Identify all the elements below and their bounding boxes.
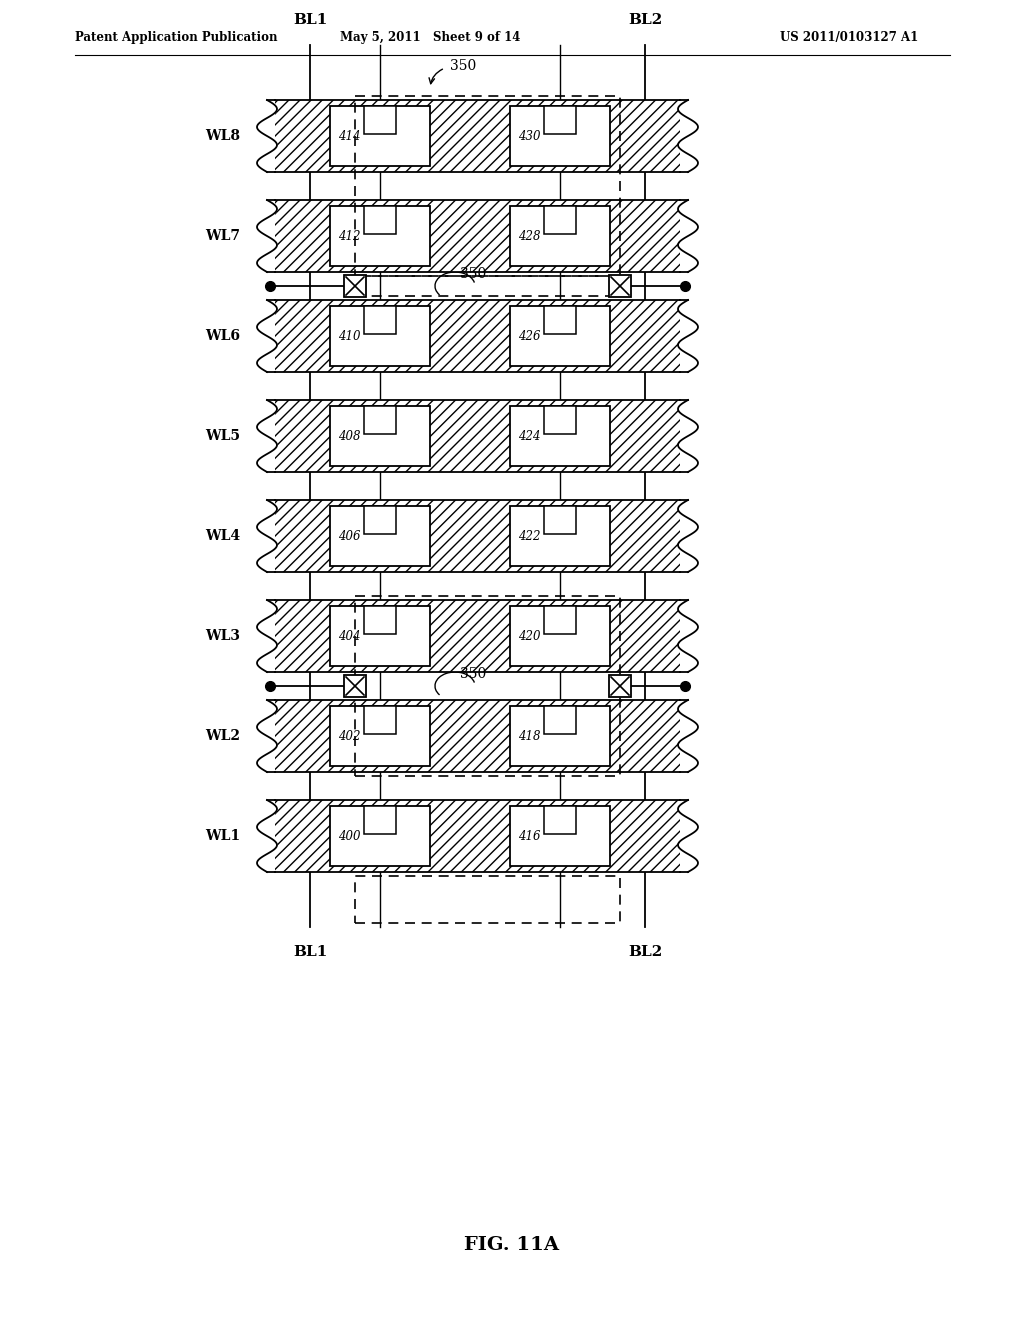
Text: 424: 424 — [518, 429, 541, 442]
Text: May 5, 2011   Sheet 9 of 14: May 5, 2011 Sheet 9 of 14 — [340, 30, 520, 44]
Bar — [330, 106, 430, 166]
Text: 430: 430 — [518, 129, 541, 143]
Text: 410: 410 — [338, 330, 360, 342]
Text: FIG. 11A: FIG. 11A — [465, 1236, 559, 1254]
Text: 350: 350 — [460, 267, 486, 281]
Text: WL8: WL8 — [205, 129, 240, 143]
Bar — [344, 275, 366, 297]
Bar — [510, 606, 610, 667]
Text: WL4: WL4 — [205, 529, 240, 543]
Bar — [364, 106, 396, 135]
Bar — [275, 500, 680, 572]
Text: WL3: WL3 — [205, 630, 240, 643]
Text: 350: 350 — [450, 59, 476, 73]
Bar — [275, 400, 680, 473]
Bar — [275, 601, 680, 672]
Bar — [330, 306, 430, 366]
Text: 350: 350 — [460, 667, 486, 681]
Bar — [544, 706, 575, 734]
Text: 402: 402 — [338, 730, 360, 742]
Text: BL1: BL1 — [293, 13, 328, 26]
Text: 414: 414 — [338, 129, 360, 143]
Bar — [510, 706, 610, 766]
Bar — [330, 807, 430, 866]
Bar — [275, 100, 680, 172]
Bar — [609, 675, 631, 697]
Bar — [544, 807, 575, 834]
Bar — [544, 606, 575, 634]
Text: BL2: BL2 — [628, 13, 663, 26]
Bar — [364, 407, 396, 434]
Text: 422: 422 — [518, 529, 541, 543]
Bar — [510, 206, 610, 267]
Bar — [544, 306, 575, 334]
Bar — [344, 675, 366, 697]
Text: WL7: WL7 — [205, 228, 240, 243]
Text: 416: 416 — [518, 829, 541, 842]
Text: 418: 418 — [518, 730, 541, 742]
Bar — [510, 306, 610, 366]
Text: 406: 406 — [338, 529, 360, 543]
Bar — [510, 506, 610, 566]
Bar — [510, 407, 610, 466]
Text: 408: 408 — [338, 429, 360, 442]
Bar — [275, 201, 680, 272]
Bar — [364, 306, 396, 334]
Bar — [275, 700, 680, 772]
Bar — [544, 506, 575, 535]
Bar — [330, 206, 430, 267]
Text: BL1: BL1 — [293, 945, 328, 960]
Bar — [609, 275, 631, 297]
Bar — [364, 606, 396, 634]
Bar — [275, 800, 680, 873]
Text: 428: 428 — [518, 230, 541, 243]
Bar — [364, 506, 396, 535]
Bar — [330, 606, 430, 667]
Bar — [544, 106, 575, 135]
Text: WL6: WL6 — [205, 329, 240, 343]
Text: 426: 426 — [518, 330, 541, 342]
Text: 400: 400 — [338, 829, 360, 842]
Bar — [544, 206, 575, 234]
Text: 420: 420 — [518, 630, 541, 643]
Text: WL2: WL2 — [205, 729, 240, 743]
Text: WL1: WL1 — [205, 829, 240, 843]
Bar — [510, 807, 610, 866]
Text: BL2: BL2 — [628, 945, 663, 960]
Bar — [510, 106, 610, 166]
Bar — [364, 807, 396, 834]
Bar — [544, 407, 575, 434]
Text: 412: 412 — [338, 230, 360, 243]
Bar — [364, 706, 396, 734]
Text: WL5: WL5 — [205, 429, 240, 444]
Text: Patent Application Publication: Patent Application Publication — [75, 30, 278, 44]
Text: US 2011/0103127 A1: US 2011/0103127 A1 — [780, 30, 919, 44]
Bar — [330, 506, 430, 566]
Bar — [330, 706, 430, 766]
Bar — [275, 300, 680, 372]
Bar — [330, 407, 430, 466]
Bar — [364, 206, 396, 234]
Text: 404: 404 — [338, 630, 360, 643]
